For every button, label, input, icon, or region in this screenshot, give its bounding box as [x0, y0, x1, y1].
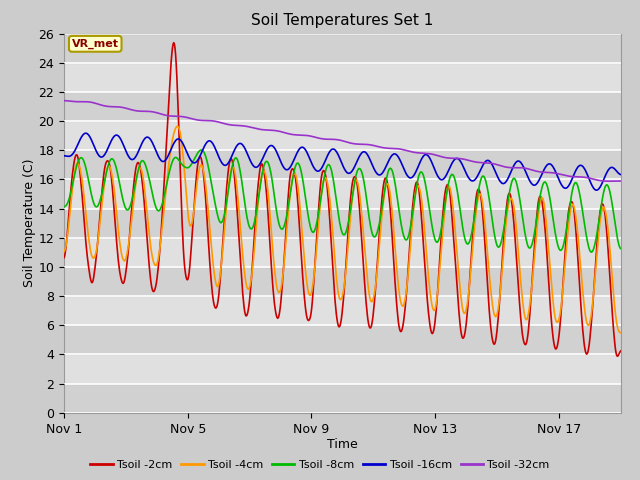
Tsoil -4cm — [60, 249, 68, 254]
Tsoil -8cm — [264, 159, 271, 165]
Tsoil -32cm — [617, 178, 625, 184]
Line: Tsoil -4cm: Tsoil -4cm — [64, 126, 621, 333]
Line: Tsoil -8cm: Tsoil -8cm — [64, 150, 621, 252]
Tsoil -32cm — [263, 127, 271, 133]
Tsoil -32cm — [191, 117, 199, 122]
Tsoil -16cm — [192, 159, 200, 165]
Tsoil -4cm — [617, 330, 625, 336]
Title: Soil Temperatures Set 1: Soil Temperatures Set 1 — [252, 13, 433, 28]
Tsoil -8cm — [191, 155, 199, 161]
Tsoil -32cm — [60, 98, 68, 104]
Tsoil -16cm — [293, 150, 301, 156]
Tsoil -2cm — [80, 216, 88, 222]
Tsoil -4cm — [264, 182, 271, 188]
Tsoil -2cm — [376, 218, 384, 224]
Tsoil -2cm — [60, 255, 68, 261]
Bar — [64, 92, 621, 121]
Tsoil -2cm — [264, 200, 271, 205]
Tsoil -16cm — [82, 131, 90, 136]
Bar — [64, 150, 621, 180]
Bar — [64, 267, 621, 296]
Tsoil -16cm — [60, 153, 68, 159]
Tsoil -4cm — [376, 233, 384, 239]
Tsoil -2cm — [617, 348, 625, 354]
Bar — [64, 325, 621, 354]
Tsoil -2cm — [614, 353, 621, 359]
Tsoil -8cm — [588, 249, 595, 255]
Tsoil -2cm — [511, 226, 518, 232]
Tsoil -4cm — [293, 177, 301, 183]
Tsoil -4cm — [80, 192, 88, 198]
Line: Tsoil -16cm: Tsoil -16cm — [64, 133, 621, 190]
Tsoil -16cm — [376, 172, 384, 178]
Tsoil -2cm — [170, 40, 177, 46]
Tsoil -8cm — [293, 160, 301, 166]
Tsoil -8cm — [198, 147, 205, 153]
Tsoil -16cm — [617, 172, 625, 178]
Tsoil -32cm — [376, 144, 383, 150]
Tsoil -32cm — [605, 179, 612, 184]
Bar — [64, 384, 621, 413]
Tsoil -4cm — [192, 193, 200, 199]
Bar — [64, 34, 621, 63]
Legend: Tsoil -2cm, Tsoil -4cm, Tsoil -8cm, Tsoil -16cm, Tsoil -32cm: Tsoil -2cm, Tsoil -4cm, Tsoil -8cm, Tsoi… — [86, 456, 554, 474]
Tsoil -2cm — [192, 183, 200, 189]
Tsoil -32cm — [80, 99, 88, 105]
Tsoil -16cm — [593, 187, 600, 193]
Tsoil -4cm — [511, 207, 518, 213]
Line: Tsoil -32cm: Tsoil -32cm — [64, 101, 621, 181]
Tsoil -16cm — [80, 131, 88, 137]
Tsoil -8cm — [376, 216, 384, 222]
Line: Tsoil -2cm: Tsoil -2cm — [64, 43, 621, 356]
Tsoil -8cm — [617, 246, 625, 252]
Tsoil -16cm — [511, 162, 518, 168]
Tsoil -4cm — [173, 123, 181, 129]
X-axis label: Time: Time — [327, 438, 358, 451]
Bar — [64, 209, 621, 238]
Tsoil -8cm — [60, 204, 68, 210]
Tsoil -8cm — [80, 159, 88, 165]
Tsoil -8cm — [511, 176, 518, 181]
Tsoil -32cm — [292, 132, 300, 138]
Text: VR_met: VR_met — [72, 39, 119, 49]
Tsoil -2cm — [293, 189, 301, 194]
Tsoil -16cm — [264, 146, 271, 152]
Y-axis label: Soil Temperature (C): Soil Temperature (C) — [22, 159, 36, 288]
Tsoil -32cm — [510, 165, 518, 170]
